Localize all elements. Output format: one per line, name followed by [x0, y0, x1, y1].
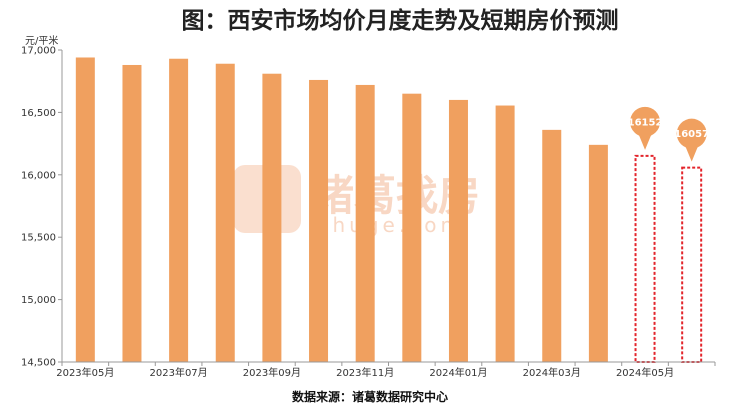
y-axis: 14,500 15,000 15,500 16,000 16,500 17,000: [21, 46, 63, 369]
forecast-pins: 16152 16057: [628, 106, 709, 162]
forecast-pin: 16057: [674, 118, 709, 162]
y-tick-label: 16,500: [21, 108, 56, 119]
x-tick-label: 2023年09月: [243, 366, 301, 379]
x-tick-label: 2024年01月: [429, 366, 487, 379]
forecast-bar: [681, 166, 703, 363]
forecast-bar: [634, 154, 656, 363]
y-tick-label: 16,000: [21, 170, 56, 181]
x-tick-label: 2023年07月: [150, 366, 208, 379]
y-tick-label: 15,000: [21, 295, 56, 306]
bar: [215, 63, 235, 363]
bar: [402, 93, 422, 363]
pin-head: [630, 106, 661, 137]
x-tick-label: 2023年05月: [56, 366, 114, 379]
source-note: 数据来源：诸葛数据研究中心: [292, 389, 448, 404]
x-tick-label: 2024年03月: [523, 366, 581, 379]
bar: [588, 144, 608, 362]
x-tick-label: 2023年11月: [336, 366, 394, 379]
x-tick-label: 2024年05月: [616, 366, 674, 379]
x-axis: 2023年05月 2023年07月 2023年09月 2023年11月 2024年01月…: [56, 361, 716, 379]
pin-tail: [638, 132, 653, 150]
watermark-en: zhuge.com: [318, 213, 464, 237]
pin-head: [676, 118, 707, 149]
y-tick-label: 14,500: [21, 358, 56, 369]
chart-title: 图：西安市场均价月度走势及短期房价预测: [182, 7, 619, 34]
bars: [75, 57, 703, 363]
forecast-pin: 16152: [628, 106, 663, 150]
bar: [309, 79, 329, 363]
y-axis-unit: 元/平米: [25, 34, 58, 47]
bar: [122, 64, 142, 362]
bar: [495, 105, 515, 362]
forecast-value-label: 16057: [674, 129, 709, 140]
bar: [169, 58, 189, 363]
bar: [542, 129, 562, 362]
pin-tail: [684, 144, 699, 162]
forecast-value-label: 16152: [628, 117, 663, 128]
y-tick-label: 15,500: [21, 233, 56, 244]
bar: [355, 84, 375, 362]
bar: [75, 57, 95, 362]
y-tick-label: 17,000: [21, 46, 56, 57]
bar: [448, 99, 468, 363]
bar: [262, 73, 282, 362]
